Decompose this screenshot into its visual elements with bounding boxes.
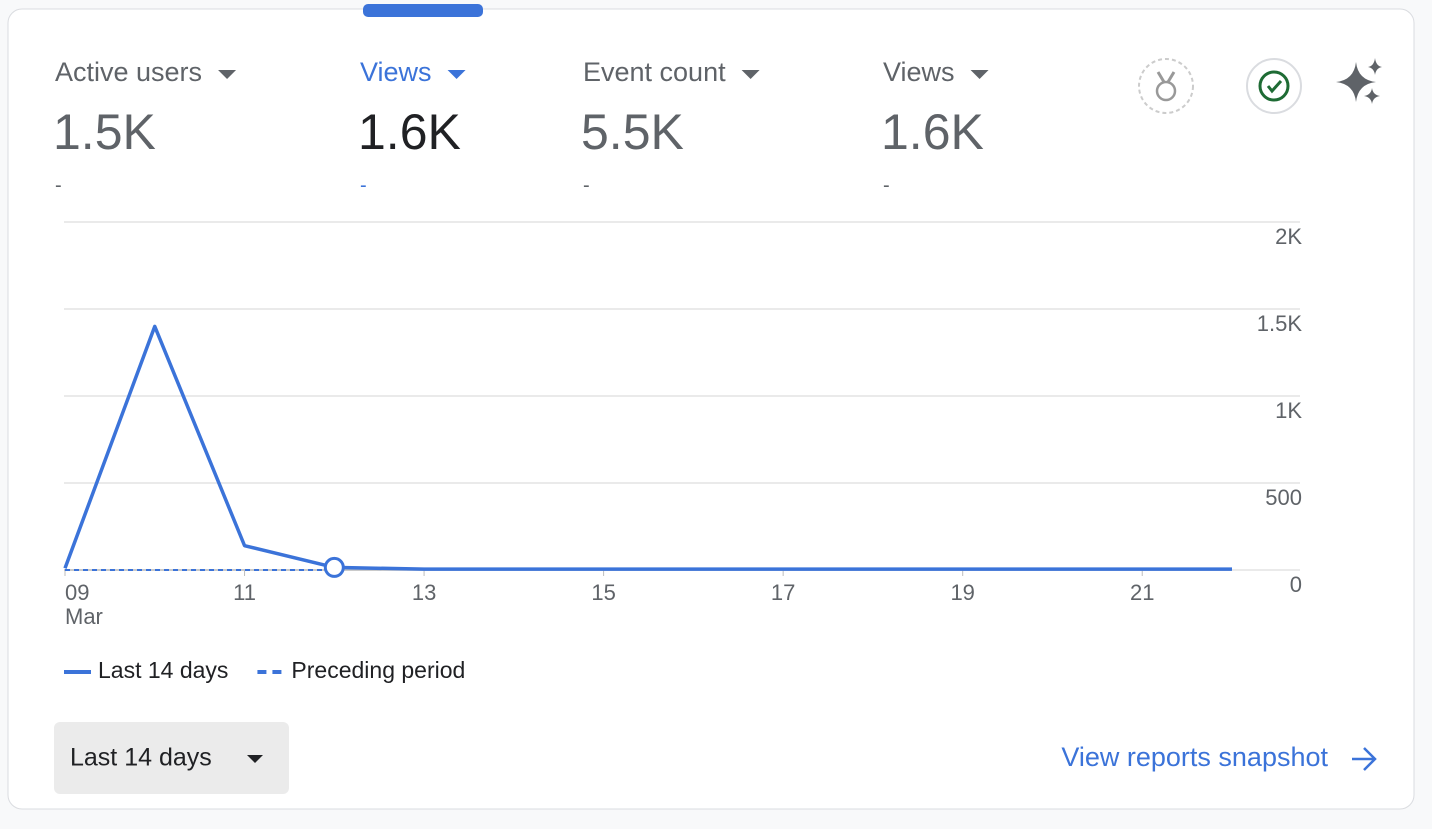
metric-value: 5.5K — [581, 104, 684, 160]
sparkle-icon[interactable] — [1336, 58, 1382, 104]
legend-label: Preceding period — [291, 657, 465, 683]
metric-label[interactable]: Active users — [55, 57, 202, 87]
x-tick-label: 19 — [950, 580, 974, 605]
medal-ring — [1138, 58, 1194, 114]
series-line — [63, 324, 1232, 571]
x-tick-label: 09 — [65, 580, 89, 605]
check-ring — [1246, 58, 1302, 114]
link-arrow — [1352, 747, 1377, 771]
y-tick-label: 0 — [1290, 572, 1302, 597]
x-tick-label: 11 — [233, 580, 256, 605]
metric-value: 1.5K — [53, 104, 156, 160]
x-tick-label: 13 — [412, 580, 436, 605]
medal-icon[interactable] — [1138, 58, 1194, 114]
x-sublabel: Mar — [65, 604, 103, 629]
legend-label: Last 14 days — [98, 657, 228, 683]
metric-label[interactable]: Event count — [583, 57, 726, 87]
x-tick-label: 17 — [771, 580, 795, 605]
metric-label[interactable]: Views — [360, 57, 432, 87]
sparkle — [1336, 62, 1376, 102]
tab-indicator — [363, 4, 483, 17]
reports-link[interactable]: View reports snapshot — [1061, 742, 1328, 772]
y-tick-label: 2K — [1275, 224, 1302, 249]
metric-value: 1.6K — [881, 104, 984, 160]
x-tick-label: 21 — [1130, 580, 1154, 605]
metric-change: - — [55, 174, 62, 196]
metric-dropdown-arrow — [970, 70, 989, 79]
sparkle — [1364, 88, 1380, 104]
y-tick-label: 1.5K — [1257, 311, 1303, 336]
metric-change: - — [583, 174, 590, 196]
metric-value: 1.6K — [358, 104, 461, 160]
metric-change: - — [360, 174, 367, 196]
check-icon[interactable] — [1246, 58, 1302, 114]
point-marker — [323, 556, 345, 578]
date-range-dropdown[interactable] — [54, 722, 289, 794]
metric-change: - — [883, 174, 890, 196]
card-frame — [7, 8, 1415, 810]
medal-ribbon — [1156, 71, 1176, 83]
x-tick-label: 15 — [591, 580, 615, 605]
metric-dropdown-arrow — [447, 70, 466, 79]
sparkle — [1368, 58, 1382, 75]
check-circle — [1258, 70, 1290, 102]
check-mark — [1266, 79, 1283, 94]
date-range-label: Last 14 days — [70, 744, 212, 772]
dropdown-arrow — [247, 755, 263, 763]
metric-dropdown-arrow — [741, 70, 760, 79]
metric-dropdown-arrow — [218, 70, 237, 79]
y-tick-label: 500 — [1265, 485, 1302, 510]
y-tick-label: 1K — [1275, 398, 1302, 423]
medal — [1155, 80, 1177, 102]
metric-label[interactable]: Views — [883, 57, 955, 87]
